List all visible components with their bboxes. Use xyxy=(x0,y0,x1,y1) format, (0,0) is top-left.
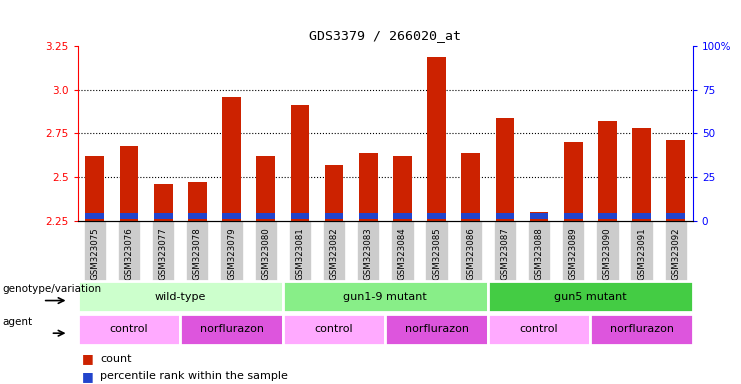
Bar xyxy=(180,314,283,345)
Bar xyxy=(488,281,693,312)
Text: ■: ■ xyxy=(82,353,93,366)
Bar xyxy=(283,281,488,312)
Bar xyxy=(530,214,548,219)
Bar xyxy=(78,314,180,345)
Bar xyxy=(85,214,104,219)
Bar xyxy=(564,142,582,221)
Bar xyxy=(222,214,241,219)
Bar xyxy=(598,214,617,219)
Text: norflurazon: norflurazon xyxy=(405,324,468,334)
Bar xyxy=(188,182,207,221)
Bar xyxy=(188,214,207,219)
Bar xyxy=(462,214,480,219)
Bar xyxy=(256,214,275,219)
Text: percentile rank within the sample: percentile rank within the sample xyxy=(100,371,288,381)
Text: count: count xyxy=(100,354,132,364)
Bar xyxy=(325,165,344,221)
Bar xyxy=(222,97,241,221)
Bar xyxy=(290,214,309,219)
Text: agent: agent xyxy=(2,317,33,327)
Text: norflurazon: norflurazon xyxy=(610,324,674,334)
Bar xyxy=(666,141,685,221)
Bar xyxy=(427,56,446,221)
Text: gun5 mutant: gun5 mutant xyxy=(554,291,627,302)
Text: wild-type: wild-type xyxy=(155,291,206,302)
Bar xyxy=(496,118,514,221)
Bar xyxy=(119,214,139,219)
Bar xyxy=(564,214,582,219)
Bar xyxy=(632,128,651,221)
Bar xyxy=(119,146,139,221)
Bar xyxy=(85,156,104,221)
Bar xyxy=(393,156,412,221)
Bar xyxy=(393,214,412,219)
Bar xyxy=(359,153,378,221)
Bar xyxy=(283,314,385,345)
Text: GDS3379 / 266020_at: GDS3379 / 266020_at xyxy=(309,29,462,42)
Text: control: control xyxy=(315,324,353,334)
Bar xyxy=(256,156,275,221)
Text: gun1-9 mutant: gun1-9 mutant xyxy=(343,291,428,302)
Bar xyxy=(385,314,488,345)
Text: control: control xyxy=(519,324,559,334)
Bar xyxy=(496,214,514,219)
Bar xyxy=(666,214,685,219)
Bar xyxy=(290,106,309,221)
Text: norflurazon: norflurazon xyxy=(199,324,264,334)
Bar xyxy=(462,153,480,221)
Text: control: control xyxy=(110,324,148,334)
Bar xyxy=(530,212,548,221)
Bar xyxy=(427,214,446,219)
Bar xyxy=(591,314,693,345)
Text: ■: ■ xyxy=(82,370,93,383)
Bar xyxy=(325,214,344,219)
Bar xyxy=(598,121,617,221)
Bar xyxy=(632,214,651,219)
Bar xyxy=(488,314,591,345)
Bar xyxy=(154,214,173,219)
Bar xyxy=(154,184,173,221)
Bar xyxy=(359,214,378,219)
Bar xyxy=(78,281,283,312)
Text: genotype/variation: genotype/variation xyxy=(2,285,102,295)
